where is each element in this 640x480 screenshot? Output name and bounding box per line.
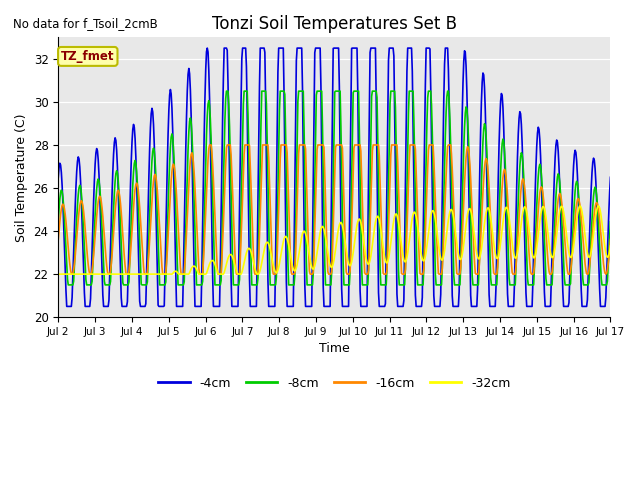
Text: No data for f_Tsoil_2cmB: No data for f_Tsoil_2cmB (13, 17, 157, 30)
X-axis label: Time: Time (319, 342, 349, 356)
-16cm (419, 271, 427, 277)
-32cm (401, 259, 409, 265)
-32cm (65, 271, 72, 277)
-8cm (65, 282, 72, 288)
Title: Tonzi Soil Temperatures Set B: Tonzi Soil Temperatures Set B (212, 15, 457, 33)
Line: -32cm: -32cm (58, 206, 611, 274)
-16cm (68, 271, 76, 277)
Text: TZ_fmet: TZ_fmet (61, 50, 115, 63)
-4cm (403, 69, 411, 74)
-32cm (54, 271, 62, 277)
-16cm (122, 270, 130, 276)
-8cm (54, 219, 62, 225)
-4cm (204, 45, 211, 51)
-8cm (178, 282, 186, 288)
-32cm (418, 252, 426, 258)
-16cm (205, 142, 213, 148)
-16cm (178, 271, 186, 277)
-16cm (65, 245, 72, 251)
-32cm (607, 243, 614, 249)
-8cm (122, 282, 130, 288)
Y-axis label: Soil Temperature (C): Soil Temperature (C) (15, 113, 28, 241)
-8cm (419, 282, 427, 288)
-4cm (607, 174, 614, 180)
-8cm (223, 88, 230, 94)
-32cm (121, 271, 129, 277)
-4cm (65, 303, 73, 309)
-16cm (54, 237, 62, 242)
-4cm (63, 303, 70, 309)
-8cm (403, 184, 411, 190)
-4cm (178, 303, 186, 309)
Line: -16cm: -16cm (58, 145, 611, 274)
-4cm (54, 174, 62, 180)
-16cm (208, 149, 216, 155)
-8cm (607, 219, 614, 225)
-4cm (208, 225, 216, 231)
-8cm (207, 137, 215, 143)
Line: -4cm: -4cm (58, 48, 611, 306)
Line: -8cm: -8cm (58, 91, 611, 285)
-32cm (595, 203, 602, 209)
-4cm (419, 240, 427, 246)
-4cm (122, 303, 130, 309)
-8cm (65, 282, 73, 288)
-16cm (403, 228, 411, 234)
Legend: -4cm, -8cm, -16cm, -32cm: -4cm, -8cm, -16cm, -32cm (154, 372, 515, 395)
-32cm (207, 259, 214, 265)
-16cm (607, 237, 614, 242)
-32cm (177, 271, 185, 277)
